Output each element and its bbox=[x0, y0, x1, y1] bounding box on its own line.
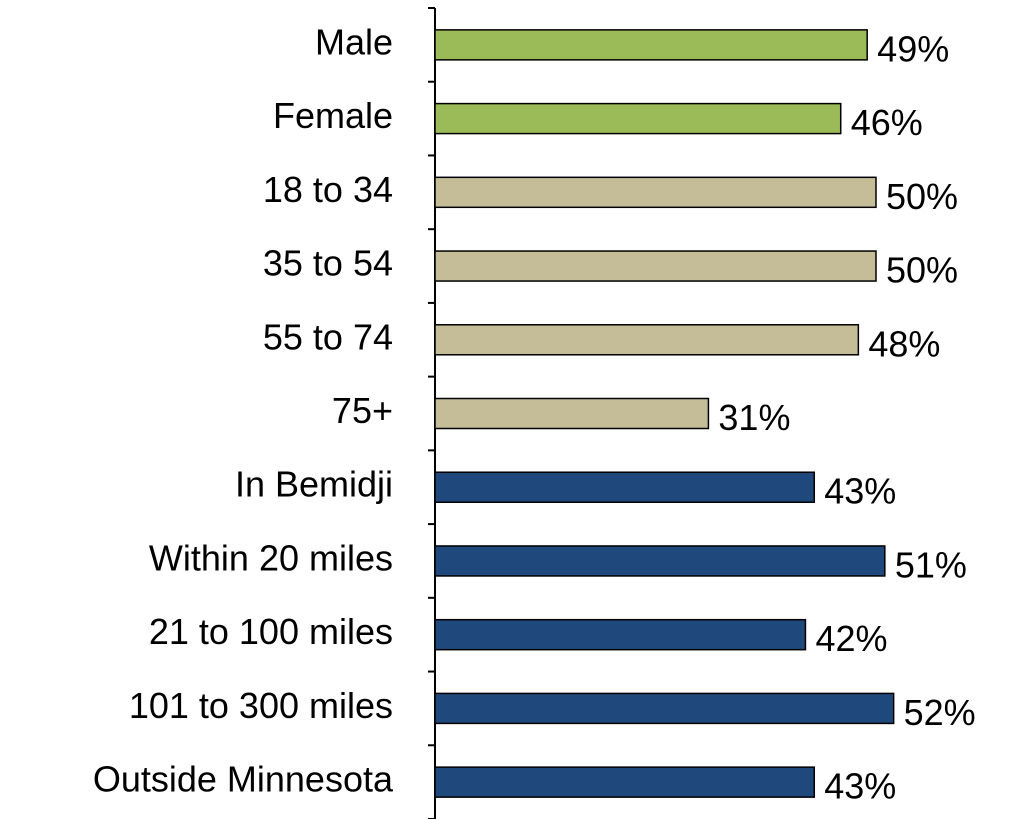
value-label: 51% bbox=[895, 544, 967, 585]
category-label: Outside Minnesota bbox=[93, 759, 394, 800]
bar bbox=[434, 397, 710, 430]
value-label: 49% bbox=[877, 28, 949, 69]
category-label: Male bbox=[315, 21, 393, 62]
bar bbox=[434, 250, 877, 282]
value-label: 43% bbox=[824, 766, 896, 807]
category-label: 55 to 74 bbox=[263, 316, 393, 357]
bar bbox=[434, 324, 860, 356]
bar bbox=[434, 766, 816, 798]
category-label: 101 to 300 miles bbox=[129, 685, 393, 726]
category-label: 75+ bbox=[332, 390, 393, 431]
category-label: Female bbox=[273, 95, 393, 136]
bar bbox=[434, 29, 868, 61]
value-label: 50% bbox=[886, 250, 958, 291]
bar bbox=[434, 176, 877, 209]
value-label: 43% bbox=[824, 471, 896, 512]
bar bbox=[434, 618, 807, 651]
bar bbox=[434, 692, 895, 725]
bar bbox=[434, 471, 816, 503]
value-label: 46% bbox=[851, 102, 923, 143]
category-label: Within 20 miles bbox=[149, 537, 393, 578]
value-label: 50% bbox=[886, 176, 958, 217]
bar bbox=[434, 545, 886, 577]
value-label: 31% bbox=[718, 397, 790, 438]
category-label: In Bemidji bbox=[235, 464, 393, 505]
category-label: 35 to 54 bbox=[263, 243, 393, 284]
value-label: 52% bbox=[904, 692, 976, 733]
bar bbox=[434, 102, 842, 135]
category-label: 21 to 100 miles bbox=[149, 611, 393, 652]
value-label: 42% bbox=[815, 618, 887, 659]
category-label: 18 to 34 bbox=[263, 169, 393, 210]
value-label: 48% bbox=[868, 323, 940, 364]
